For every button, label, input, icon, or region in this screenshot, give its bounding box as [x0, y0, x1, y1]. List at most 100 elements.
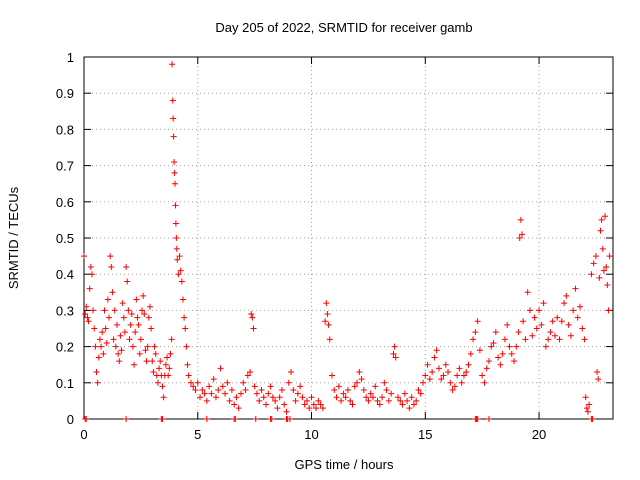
data-point [481, 379, 488, 386]
data-point [511, 358, 518, 365]
data-point [363, 394, 370, 401]
data-point [160, 394, 167, 401]
data-point [219, 383, 226, 390]
data-point [344, 387, 351, 394]
data-point [165, 372, 172, 379]
data-point [313, 405, 320, 412]
data-point [381, 379, 388, 386]
data-point [237, 390, 244, 397]
data-point [536, 307, 543, 314]
data-point [356, 368, 363, 375]
data-point [349, 401, 356, 408]
data-point [554, 314, 561, 321]
data-point [99, 329, 106, 336]
y-tick-label: 0.4 [56, 267, 74, 282]
data-point [397, 397, 404, 404]
data-point [391, 343, 398, 350]
y-tick-label: 0.6 [56, 195, 74, 210]
data-point [233, 394, 240, 401]
data-point [410, 401, 417, 408]
data-point [451, 383, 458, 390]
data-point [290, 387, 297, 394]
data-point [542, 343, 549, 350]
data-point [82, 311, 89, 318]
data-point [474, 318, 481, 325]
data-point [556, 336, 563, 343]
x-axis-label: GPS time / hours [295, 457, 394, 472]
data-point [215, 387, 222, 394]
data-point [247, 368, 254, 375]
data-point [524, 289, 531, 296]
data-point [299, 394, 306, 401]
data-point [570, 307, 577, 314]
data-point [274, 405, 281, 412]
data-point [424, 361, 431, 368]
data-point [159, 383, 166, 390]
data-point [103, 339, 110, 346]
data-point [252, 416, 259, 422]
data-point [107, 253, 114, 260]
data-point [596, 274, 603, 281]
data-point [222, 390, 229, 397]
data-point [134, 314, 141, 321]
data-point [172, 202, 179, 209]
data-point [325, 321, 332, 328]
x-tick-label: 15 [418, 427, 432, 442]
data-point [187, 379, 194, 386]
data-point [94, 379, 101, 386]
data-point [83, 303, 90, 310]
data-point [531, 314, 538, 321]
data-point [597, 227, 604, 234]
data-point [177, 267, 184, 274]
data-point [338, 397, 345, 404]
data-point [197, 394, 204, 401]
data-point [240, 379, 247, 386]
data-point [435, 365, 442, 372]
data-point [347, 397, 354, 404]
data-point [376, 401, 383, 408]
data-point [144, 343, 151, 350]
data-point [174, 256, 181, 263]
data-point [268, 416, 275, 422]
data-point [516, 235, 523, 241]
data-point [224, 379, 231, 386]
x-tick-label: 20 [532, 427, 546, 442]
data-point [308, 394, 315, 401]
data-point [399, 401, 406, 408]
data-point [267, 383, 274, 390]
data-point [495, 354, 502, 361]
y-tick-label: 0.9 [56, 86, 74, 101]
data-point [538, 321, 545, 328]
data-point [118, 347, 125, 354]
data-point [83, 416, 90, 422]
data-point [294, 390, 301, 397]
data-point [86, 285, 93, 292]
y-tick-label: 1 [67, 50, 74, 65]
data-point [394, 394, 401, 401]
y-tick-label: 0.5 [56, 231, 74, 246]
data-point [123, 263, 130, 270]
axis-ticks: 00.10.20.30.40.50.60.70.80.910 5 10 15 20 [56, 50, 613, 442]
data-point [319, 405, 326, 412]
data-point [488, 343, 495, 350]
data-point [392, 354, 399, 361]
data-point [385, 397, 392, 404]
data-point [110, 336, 117, 343]
data-point [581, 336, 588, 343]
data-point [551, 332, 558, 339]
data-point [479, 372, 486, 379]
data-point [324, 311, 331, 318]
data-point [520, 318, 527, 325]
data-point [358, 376, 365, 383]
data-point [283, 408, 290, 415]
data-point [604, 282, 611, 289]
data-point [192, 387, 199, 394]
data-point [172, 180, 179, 187]
data-point [152, 350, 159, 357]
data-point [276, 394, 283, 401]
data-point [599, 245, 606, 252]
data-point [369, 394, 376, 401]
data-point [567, 332, 574, 339]
data-point [121, 329, 128, 336]
data-point [111, 307, 118, 314]
